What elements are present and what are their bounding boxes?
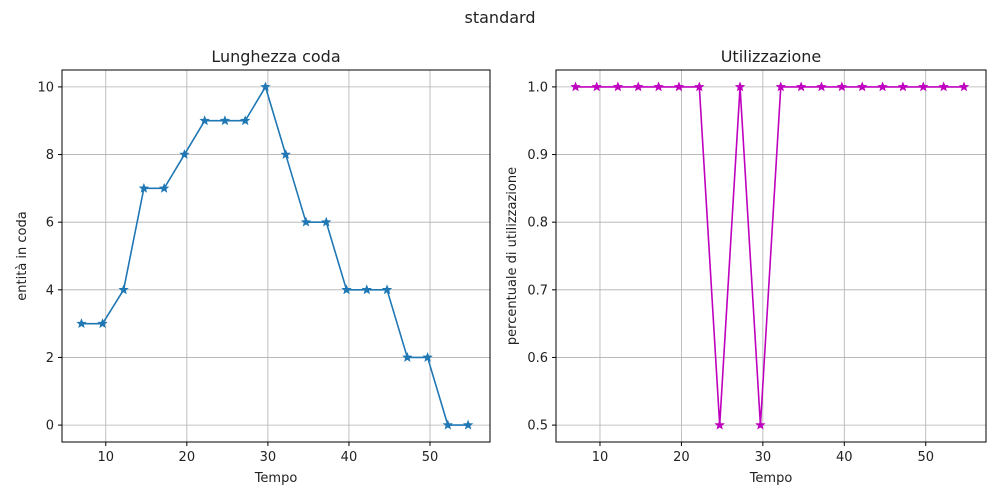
x-tick-label: 20 — [179, 450, 196, 465]
data-point-star — [260, 81, 271, 92]
x-tick-label: 30 — [755, 450, 772, 465]
data-point-star — [570, 81, 581, 92]
data-point-star — [958, 81, 970, 92]
y-axis-label: entità in coda — [15, 211, 30, 300]
data-point-star — [938, 81, 949, 92]
x-tick-label: 30 — [260, 450, 277, 465]
chart-title: Utilizzazione — [721, 47, 822, 66]
x-axis-label: Tempo — [749, 471, 793, 486]
data-point-star — [877, 81, 888, 92]
data-point-star — [836, 81, 848, 92]
y-tick-label: 0.6 — [527, 351, 548, 366]
data-point-star — [714, 419, 725, 430]
data-point-star — [76, 318, 87, 329]
data-point-star — [402, 352, 413, 362]
data-point-star — [361, 284, 372, 295]
data-point-star — [734, 81, 746, 92]
data-point-star — [280, 149, 291, 159]
y-axis-label: percentuale di utilizzazione — [505, 167, 520, 345]
data-point-star — [918, 81, 929, 92]
series-line — [81, 86, 469, 426]
x-tick-label: 40 — [341, 450, 358, 465]
data-point-star — [462, 419, 474, 430]
data-point-star — [694, 81, 705, 92]
data-point-star — [816, 81, 827, 92]
data-point-star — [442, 419, 453, 430]
figure-title: standard — [464, 8, 536, 27]
data-point-star — [179, 149, 190, 159]
data-point-star — [591, 81, 602, 92]
data-point-star — [341, 284, 352, 295]
data-point-star — [300, 216, 312, 227]
data-point-star — [795, 81, 807, 92]
y-tick-label: 2 — [46, 351, 54, 366]
chart-title: Lunghezza coda — [211, 47, 340, 66]
y-tick-label: 8 — [46, 148, 54, 163]
axes-frame — [61, 69, 491, 443]
y-tick-label: 10 — [37, 80, 54, 95]
y-tick-label: 0.5 — [527, 419, 548, 434]
x-tick-label: 50 — [422, 450, 439, 465]
y-tick-label: 1.0 — [527, 80, 548, 95]
data-point-star — [118, 284, 129, 295]
x-tick-label: 10 — [97, 450, 114, 465]
x-axis-label: Tempo — [254, 471, 298, 486]
y-tick-label: 0.9 — [527, 148, 548, 163]
data-point-star — [219, 115, 231, 126]
x-tick-label: 10 — [592, 450, 609, 465]
y-tick-label: 0.8 — [527, 216, 548, 231]
data-point-star — [775, 81, 786, 92]
data-point-star — [673, 81, 685, 92]
data-point-star — [97, 318, 108, 329]
data-point-star — [138, 182, 150, 193]
x-tick-label: 20 — [673, 450, 690, 465]
data-point-star — [199, 115, 210, 126]
y-tick-label: 0.7 — [527, 283, 548, 298]
axes-frame — [555, 69, 987, 443]
y-tick-label: 0 — [46, 419, 54, 434]
data-point-star — [240, 115, 251, 126]
series-line — [575, 86, 965, 426]
x-tick-label: 40 — [836, 450, 853, 465]
data-point-star — [321, 216, 332, 227]
data-point-star — [897, 81, 909, 92]
data-point-star — [422, 352, 433, 362]
y-tick-label: 4 — [46, 283, 54, 298]
data-point-star — [633, 81, 644, 92]
chart-panel-1: 10 20 30 40 50 0 2 4 6 8 10 Lunghezza coda Tempo enti… — [15, 47, 491, 486]
data-point-star — [381, 284, 393, 295]
data-point-star — [755, 419, 766, 430]
y-tick-label: 6 — [46, 216, 54, 231]
chart-panel-2: 10 20 30 40 50 0.5 0.6 0.7 0.8 0.9 1.0 Utilizzazion… — [505, 47, 987, 486]
x-tick-label: 50 — [917, 450, 934, 465]
data-point-star — [653, 81, 664, 92]
data-point-star — [612, 81, 624, 92]
data-point-star — [158, 182, 170, 193]
data-point-star — [857, 81, 868, 92]
